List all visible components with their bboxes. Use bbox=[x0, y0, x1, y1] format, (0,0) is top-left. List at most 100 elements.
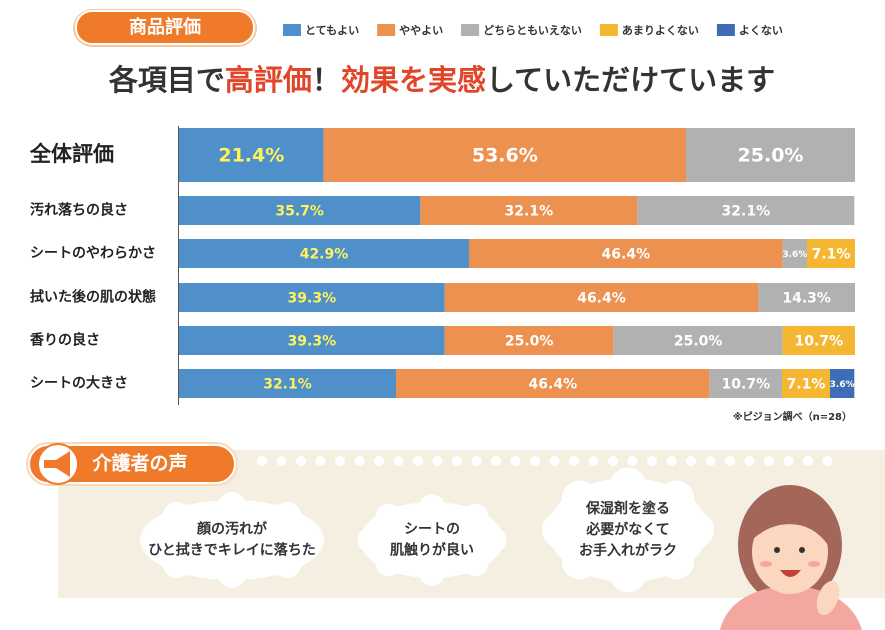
value-label: 10.7% bbox=[795, 334, 844, 350]
bubble-puff bbox=[677, 511, 715, 549]
value-label: 7.1% bbox=[812, 247, 851, 263]
bubble-puff bbox=[273, 550, 302, 579]
bubble-puff bbox=[461, 503, 489, 531]
dot bbox=[354, 456, 365, 466]
megaphone-icon bbox=[44, 451, 70, 477]
value-label: 3.6% bbox=[782, 250, 807, 260]
bubble-puff bbox=[561, 543, 599, 580]
dot bbox=[647, 456, 657, 466]
bubble-puff bbox=[162, 550, 191, 579]
value-label: 14.3% bbox=[782, 291, 831, 307]
bubble-puff bbox=[218, 492, 246, 520]
bubble-text: 必要がなくて bbox=[585, 521, 670, 538]
dot bbox=[471, 456, 482, 466]
bar-segment bbox=[179, 128, 324, 182]
title-part: していただけています bbox=[486, 63, 775, 97]
bar-segment bbox=[758, 283, 855, 312]
bubble-puff bbox=[541, 511, 579, 549]
dot bbox=[725, 456, 735, 466]
bar-segment bbox=[179, 196, 421, 225]
bar-segment bbox=[444, 326, 614, 355]
bubble-puff bbox=[296, 526, 325, 554]
bubble-puff bbox=[273, 501, 302, 530]
bar-segment bbox=[709, 369, 782, 398]
legend-label: あまりよくない bbox=[622, 24, 699, 37]
legend-swatch bbox=[716, 24, 735, 36]
category-label: 汚れ落ちの良さ bbox=[30, 202, 128, 219]
dot bbox=[374, 456, 384, 466]
bar-segment bbox=[444, 283, 759, 312]
bubble-puff bbox=[357, 526, 385, 554]
bar-segment bbox=[323, 128, 686, 182]
illustration bbox=[720, 485, 862, 630]
legend-label: ややよい bbox=[399, 24, 443, 37]
dot bbox=[276, 456, 287, 466]
value-label: 25.0% bbox=[738, 145, 804, 167]
bubble-puff bbox=[418, 494, 446, 521]
value-label: 32.1% bbox=[263, 377, 312, 393]
dot bbox=[296, 456, 306, 466]
bar-segment bbox=[686, 128, 855, 182]
bar-segment bbox=[469, 239, 783, 268]
category-label: シートのやわらかさ bbox=[30, 246, 156, 262]
bubble-puff bbox=[657, 480, 695, 517]
dot bbox=[705, 456, 716, 466]
legend-swatch bbox=[377, 24, 396, 36]
bubble-text: お手入れがラク bbox=[579, 542, 677, 559]
bubble-puff bbox=[561, 480, 599, 517]
title-part: 高評価 bbox=[225, 63, 312, 97]
bubble-puff bbox=[461, 549, 489, 577]
bubble-puff bbox=[609, 467, 647, 504]
value-label: 42.9% bbox=[300, 247, 349, 263]
dot bbox=[627, 456, 638, 466]
bar-segment bbox=[829, 369, 855, 398]
value-label: 53.6% bbox=[472, 145, 538, 167]
bubble-puff bbox=[162, 501, 191, 530]
legend-swatch bbox=[461, 24, 480, 36]
dot bbox=[530, 456, 540, 466]
legend-label: よくない bbox=[739, 24, 783, 37]
bubble-puff bbox=[375, 549, 403, 577]
bar-segment bbox=[782, 326, 855, 355]
value-label: 10.7% bbox=[722, 377, 771, 393]
dot bbox=[491, 456, 501, 466]
dot bbox=[452, 456, 462, 466]
dot bbox=[608, 456, 618, 466]
bar-segment bbox=[782, 239, 808, 268]
dots bbox=[257, 456, 833, 466]
dot bbox=[783, 456, 794, 466]
value-label: 46.4% bbox=[577, 291, 626, 307]
badge-text: 商品評価 bbox=[129, 16, 201, 38]
bar-segment bbox=[179, 239, 470, 268]
category-label: シートの大きさ bbox=[30, 375, 128, 392]
value-label: 3.6% bbox=[830, 380, 855, 390]
bubble-text: シートの bbox=[404, 522, 460, 538]
value-label: 25.0% bbox=[674, 334, 723, 350]
value-label: 46.4% bbox=[602, 247, 651, 263]
dot bbox=[569, 456, 579, 466]
bubble-puff bbox=[609, 556, 647, 593]
title-part: ！ bbox=[312, 63, 341, 97]
value-label: 32.1% bbox=[505, 204, 554, 220]
dot bbox=[764, 456, 774, 466]
chart-title: 各項目で高評価！効果を実感していただけています bbox=[108, 63, 775, 97]
value-label: 7.1% bbox=[787, 377, 826, 393]
bar-segment bbox=[807, 239, 855, 268]
value-label: 39.3% bbox=[288, 334, 337, 350]
bubble-text: 保湿剤を塗る bbox=[585, 500, 670, 517]
title-part: 効果を実感 bbox=[341, 63, 486, 97]
bar-segment bbox=[420, 196, 638, 225]
bar-segment bbox=[613, 326, 783, 355]
bubble-text: 肌触りが良い bbox=[390, 542, 474, 559]
bubble-puff bbox=[418, 559, 446, 586]
dot bbox=[549, 456, 560, 466]
bar-segment bbox=[179, 326, 445, 355]
bubble-puff bbox=[479, 526, 507, 554]
legend-swatch bbox=[599, 24, 618, 36]
dot bbox=[413, 456, 423, 466]
dot bbox=[335, 456, 345, 466]
bubble-text: 顔の汚れが bbox=[196, 521, 268, 538]
bar-segment bbox=[179, 369, 396, 398]
